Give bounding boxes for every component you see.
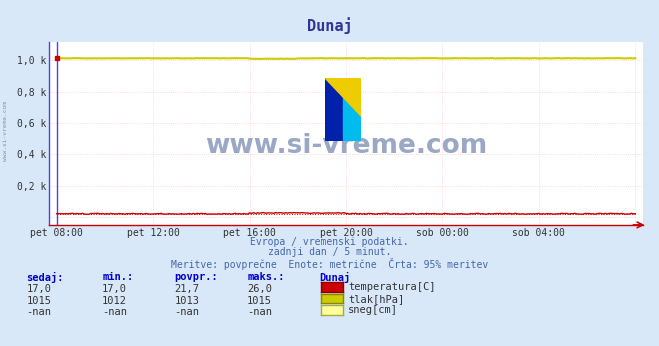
Text: Meritve: povprečne  Enote: metrične  Črta: 95% meritev: Meritve: povprečne Enote: metrične Črta:… xyxy=(171,258,488,270)
Text: 1015: 1015 xyxy=(26,296,51,306)
Text: zadnji dan / 5 minut.: zadnji dan / 5 minut. xyxy=(268,247,391,257)
Text: 26,0: 26,0 xyxy=(247,284,272,294)
Text: 1012: 1012 xyxy=(102,296,127,306)
Text: -nan: -nan xyxy=(102,307,127,317)
Text: 21,7: 21,7 xyxy=(175,284,200,294)
Text: -nan: -nan xyxy=(175,307,200,317)
Text: 17,0: 17,0 xyxy=(26,284,51,294)
Text: Dunaj: Dunaj xyxy=(306,17,353,34)
Text: temperatura[C]: temperatura[C] xyxy=(348,282,436,292)
Text: 1015: 1015 xyxy=(247,296,272,306)
Text: www.si-vreme.com: www.si-vreme.com xyxy=(205,133,487,159)
Text: 17,0: 17,0 xyxy=(102,284,127,294)
Text: povpr.:: povpr.: xyxy=(175,272,218,282)
Text: maks.:: maks.: xyxy=(247,272,285,282)
Polygon shape xyxy=(326,78,362,116)
Text: -nan: -nan xyxy=(247,307,272,317)
Text: sedaj:: sedaj: xyxy=(26,272,64,283)
Text: -nan: -nan xyxy=(26,307,51,317)
Polygon shape xyxy=(343,78,362,140)
Text: 1013: 1013 xyxy=(175,296,200,306)
Text: Dunaj: Dunaj xyxy=(320,272,351,283)
Text: tlak[hPa]: tlak[hPa] xyxy=(348,294,404,303)
Polygon shape xyxy=(326,78,343,140)
Text: www.si-vreme.com: www.si-vreme.com xyxy=(3,101,8,162)
Text: sneg[cm]: sneg[cm] xyxy=(348,305,398,315)
Text: Evropa / vremenski podatki.: Evropa / vremenski podatki. xyxy=(250,237,409,247)
Text: min.:: min.: xyxy=(102,272,133,282)
